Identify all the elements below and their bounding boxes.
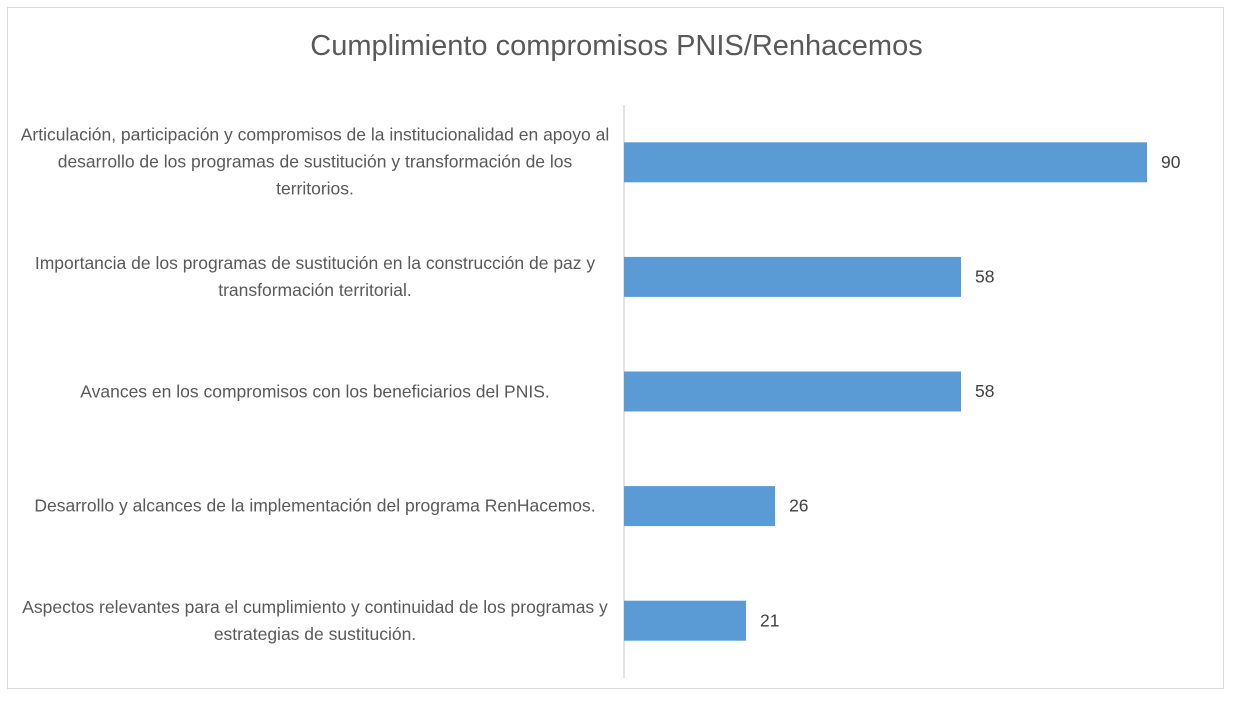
chart-title: Cumplimiento compromisos PNIS/Renhacemos xyxy=(310,30,923,62)
bar xyxy=(624,256,962,297)
chart-frame xyxy=(7,7,1224,689)
bar xyxy=(624,371,962,412)
category-label: Aspectos relevantes para el cumplimiento… xyxy=(22,596,608,644)
category-label: Importancia de los programas de sustituc… xyxy=(34,252,596,300)
category-label: Articulación, participación y compromiso… xyxy=(20,124,610,199)
bar xyxy=(624,486,776,527)
data-label: 26 xyxy=(789,496,808,516)
data-label: 58 xyxy=(975,381,994,401)
data-label: 21 xyxy=(760,610,779,630)
bar xyxy=(624,142,1147,183)
data-label: 90 xyxy=(1161,152,1181,172)
category-label: Avances en los compromisos con los benef… xyxy=(80,381,550,401)
category-label: Desarrollo y alcances de la implementaci… xyxy=(34,495,596,516)
data-label: 58 xyxy=(975,267,994,287)
bar xyxy=(624,600,747,641)
